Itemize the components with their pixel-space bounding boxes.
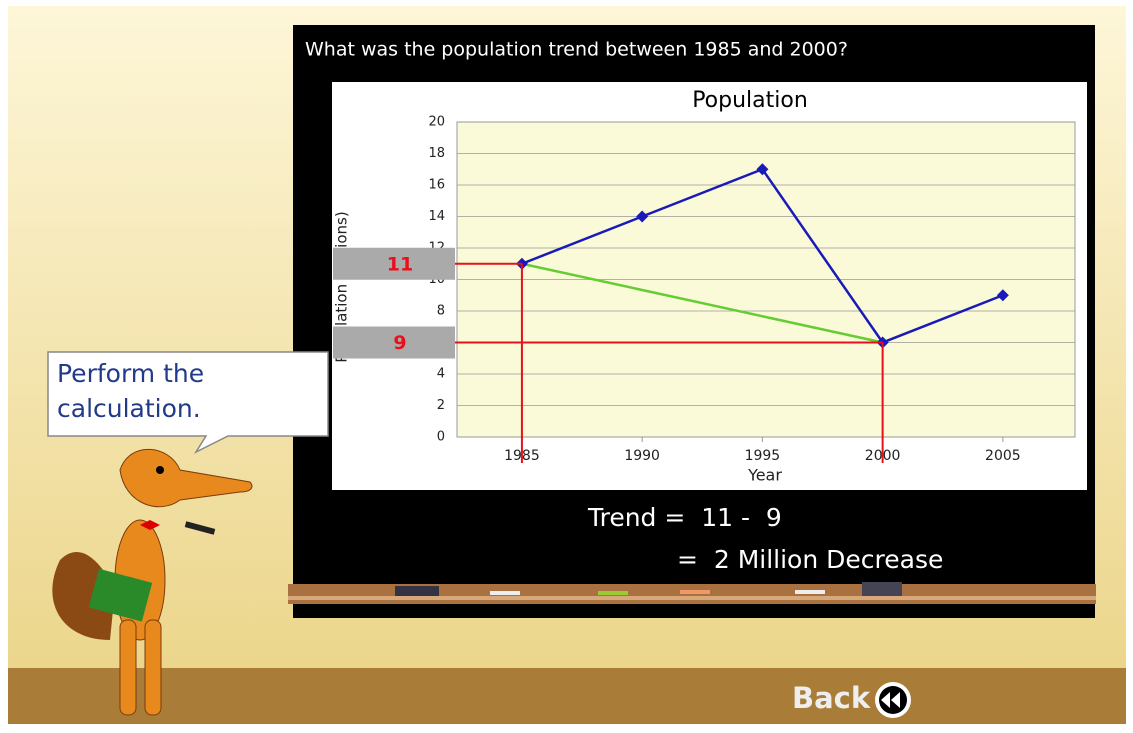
y-tick-label: 8 [437,304,445,319]
screen: What was the population trend between 19… [0,0,1133,729]
x-axis-label: Year [747,466,782,485]
eraser [395,586,439,596]
y-tick-label: 14 [428,209,445,224]
back-button[interactable]: Back [792,681,871,715]
x-tick-label: 1995 [745,448,781,464]
speech-text: calculation. [57,394,201,423]
question: What was the population trend between 19… [305,39,848,61]
y-tick-label: 2 [437,398,445,413]
chart-title: Population [692,88,808,113]
y-tick-label: 0 [437,430,445,445]
eraser [862,582,902,596]
chalk-ledge-edge [288,596,1096,600]
y-tick-label: 4 [437,367,445,382]
x-tick-label: 1990 [624,448,660,464]
highlight-label: 9 [393,332,406,354]
floor [8,668,1126,724]
chalk [795,590,825,594]
chalk [598,591,628,595]
back-icon[interactable] [875,682,911,718]
y-tick-label: 18 [428,146,445,161]
x-tick-label: 2005 [985,448,1021,464]
y-tick-label: 20 [428,115,445,130]
calculation-line: Trend = 11 - 9 [587,503,782,532]
speech-text: Perform the [57,359,204,388]
chalk [490,591,520,595]
highlight-label: 11 [387,253,413,275]
chalk [680,590,710,594]
calculation-line: = 2 Million Decrease [677,545,943,574]
y-tick-label: 16 [428,178,445,193]
